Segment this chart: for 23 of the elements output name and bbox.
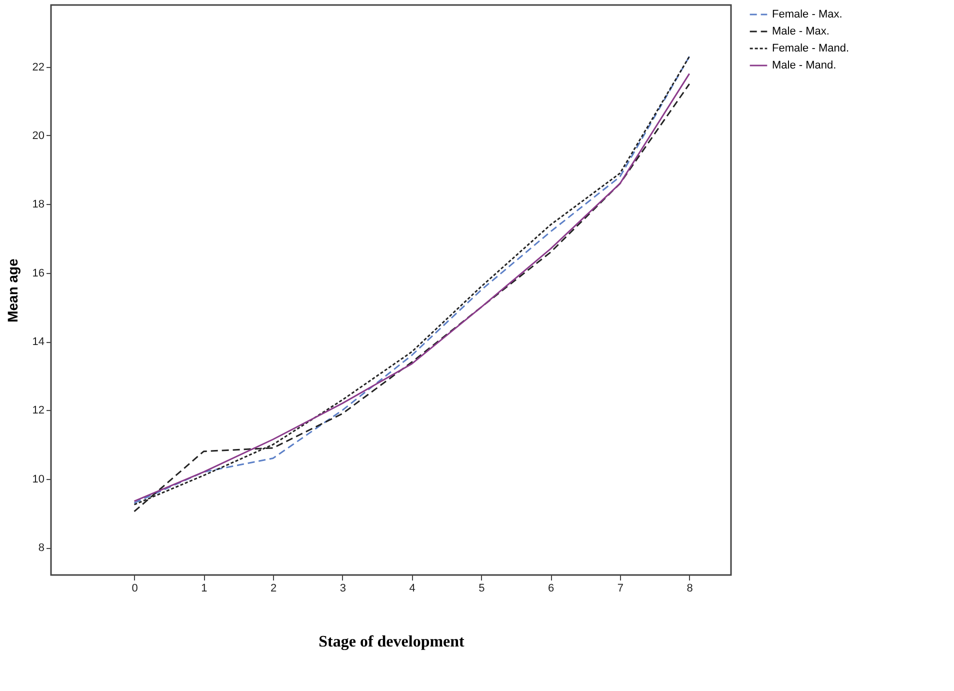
y-axis-title: Mean age bbox=[4, 258, 20, 322]
legend-label: Female - Mand. bbox=[772, 42, 850, 54]
x-tick-label: 2 bbox=[270, 582, 277, 594]
legend-label: Male - Mand. bbox=[772, 60, 836, 72]
x-tick-label: 5 bbox=[478, 582, 485, 594]
x-tick-label: 8 bbox=[686, 582, 693, 594]
y-tick-label: 8 bbox=[38, 542, 44, 554]
y-tick-label: 14 bbox=[32, 336, 44, 348]
x-tick-label: 6 bbox=[548, 582, 554, 594]
x-tick-label: 7 bbox=[617, 582, 624, 594]
y-tick-label: 20 bbox=[32, 130, 44, 142]
y-tick-label: 22 bbox=[32, 61, 44, 74]
legend-label: Male - Max. bbox=[772, 26, 830, 38]
legend-label: Female - Max. bbox=[772, 8, 842, 20]
x-tick-label: 4 bbox=[409, 582, 416, 594]
x-axis-title: Stage of development bbox=[318, 634, 466, 650]
y-tick-label: 10 bbox=[32, 473, 44, 486]
y-tick-label: 16 bbox=[32, 267, 44, 280]
y-tick-label: 12 bbox=[32, 404, 44, 417]
x-tick-label: 3 bbox=[340, 582, 346, 594]
x-tick-label: 1 bbox=[201, 582, 208, 594]
x-tick-label: 0 bbox=[132, 582, 138, 594]
y-tick-label: 18 bbox=[32, 198, 44, 211]
